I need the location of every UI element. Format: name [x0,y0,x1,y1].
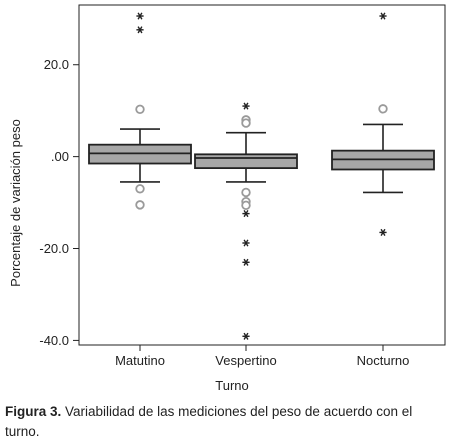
outlier-star [242,332,250,340]
outlier-circle [135,200,145,210]
outlier-star-stroke [137,12,143,20]
outlier-star [242,210,250,218]
outlier-star-stroke [243,332,249,340]
outlier-circle [378,104,388,114]
caption-text: Variabilidad de las mediciones del peso … [5,404,413,439]
outlier-star [242,258,250,266]
outlier-star-stroke [243,210,249,218]
outlier-star-stroke [380,228,386,236]
y-tick-label: -40.0 [39,333,69,348]
y-tick-label: -20.0 [39,241,69,256]
x-tick-label: Vespertino [215,353,276,368]
figure-caption: Figura 3. Variabilidad de las mediciones… [5,402,449,442]
x-axis-title: Turno [215,378,248,393]
outlier-circle [241,200,251,211]
plot-frame [78,4,446,346]
outlier-star-stroke [380,12,386,20]
outlier-star-stroke [243,102,249,110]
outlier-star [379,12,387,20]
outlier-star [242,239,250,247]
y-axis-title: Porcentaje de variación peso [8,119,23,287]
boxplot-chart: 20.0 .00 -20.0 -40.0 Matutino Vespertino Noctu… [8,4,446,393]
outlier-star [136,26,144,34]
outlier-star-stroke [243,258,249,266]
y-tick-label: 20.0 [44,57,69,72]
outlier-star-stroke [137,26,143,34]
outlier-star-stroke [243,239,249,247]
outlier-star [136,12,144,20]
chart-ticks: 20.0 .00 -20.0 -40.0 Matutino Vespertino Noctu… [39,57,409,368]
outlier-star [242,102,250,110]
outlier-circle [241,118,251,128]
outlier-circle [241,187,251,198]
x-tick-label: Matutino [115,353,165,368]
outlier-circle [135,104,145,114]
caption-label: Figura 3. [5,404,62,419]
outlier-star [379,228,387,236]
box-group-matutino [88,12,192,210]
chart-boxes [88,12,435,340]
box-iqr [194,153,298,170]
box-group-vespertino [194,102,298,340]
chart-axes [78,4,446,346]
y-tick-label: .00 [51,149,69,164]
outlier-circle [135,184,145,194]
x-tick-label: Nocturno [357,353,410,368]
box-group-nocturno [331,12,435,236]
